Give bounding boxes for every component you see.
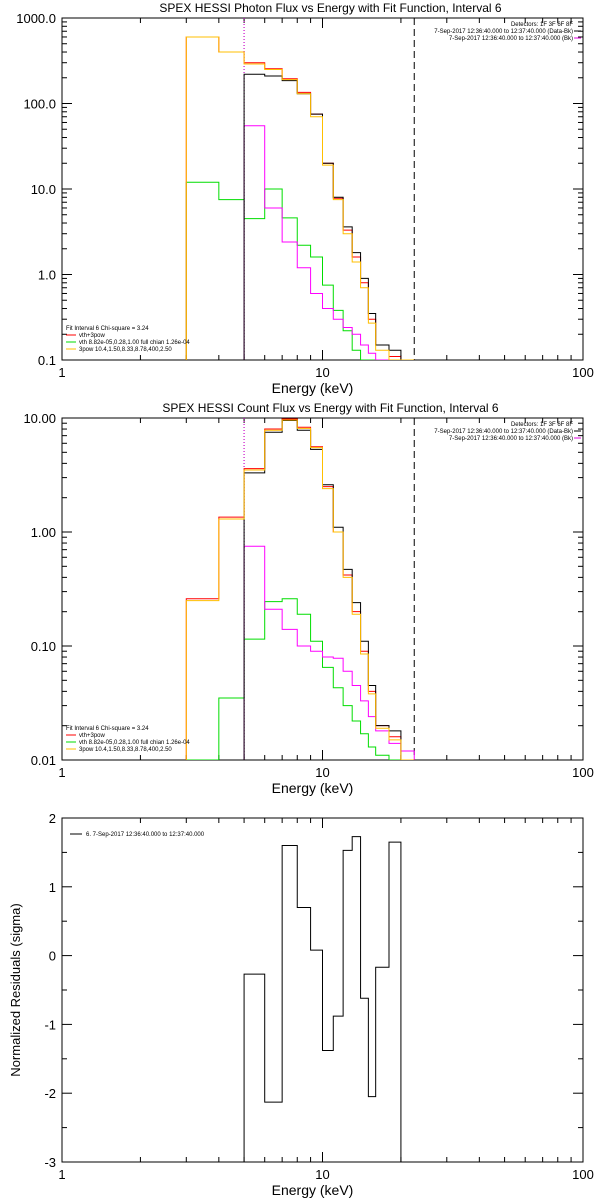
legend-entry: vth 8.82e-05,0.28,1.00 full chian 1.26e-… — [79, 340, 190, 346]
x-tick-label: 1 — [58, 365, 65, 380]
x-tick-label: 100 — [572, 365, 594, 380]
x-tick-label: 100 — [572, 1167, 594, 1182]
y-tick-label: -1 — [44, 1017, 56, 1032]
legend-entry: 3pow 10.4,1.50,8.33,8.78,400,2.50 — [79, 747, 172, 753]
legend-entry: Fit Interval 6 Chi-square = 3.24 — [66, 726, 149, 732]
plot-residuals: 1 10 100 Energy (keV) -3 -2 -1 0 1 2 Normalized Re… — [8, 811, 594, 1198]
series-data — [243, 836, 402, 1162]
y-tick-label: 1.0 — [38, 268, 56, 283]
x-tick-label: 1 — [58, 1167, 65, 1182]
series-group — [243, 836, 402, 1162]
y-axis-label: Normalized Residuals (sigma) — [8, 903, 23, 1076]
y-tick-label: 10.00 — [23, 411, 56, 426]
y-tick-label: 10.0 — [31, 182, 56, 197]
chart-title: SPEX HESSI Count Flux vs Energy with Fit… — [162, 401, 498, 415]
legend-entry: 3pow 10.4,1.50,8.33,8.78,400,2.50 — [79, 347, 172, 353]
header-line: Detectors: 1F 3F 6F 8F — [511, 22, 573, 28]
legend-entry: vth 8.82e-05,0.28,1.00 full chian 1.26e-… — [79, 740, 190, 746]
y-axis: 0.01 0.10 1.00 10.00 — [23, 411, 583, 768]
x-axis: 1 10 100 Energy (keV) — [58, 18, 594, 396]
y-tick-label: -3 — [44, 1155, 56, 1170]
x-tick-label: 10 — [315, 765, 329, 780]
legend: Fit Interval 6 Chi-square = 3.24vth+3pow… — [66, 326, 190, 353]
y-tick-label: 1 — [49, 880, 56, 895]
x-tick-label: 10 — [315, 1167, 329, 1182]
header-line: 7-Sep-2017 12:36:40.000 to 12:37:40.000 … — [434, 29, 573, 35]
series-group — [185, 418, 415, 760]
header-line: 7-Sep-2017 12:36:40.000 to 12:37:40.000 … — [449, 36, 573, 42]
y-tick-label: 100.0 — [23, 97, 56, 112]
x-tick-label: 1 — [58, 765, 65, 780]
y-tick-label: 2 — [49, 811, 56, 826]
y-tick-label: 0.10 — [31, 639, 56, 654]
header-line: 7-Sep-2017 12:36:40.000 to 12:37:40.000 … — [434, 429, 573, 435]
y-axis: 0.1 1.0 10.0 100.0 1000.0 — [16, 11, 583, 368]
header-block: Detectors: 1F 3F 6F 8F7-Sep-2017 12:36:4… — [434, 422, 581, 442]
y-tick-label: 0.01 — [31, 753, 56, 768]
y-tick-label: 1000.0 — [16, 11, 56, 26]
y-tick-label: 0 — [49, 949, 56, 964]
series-total — [185, 418, 415, 760]
legend-entry: 6. 7-Sep-2017 12:36:40.000 to 12:37:40.0… — [86, 832, 205, 838]
plot-photon: SPEX HESSI Photon Flux vs Energy with Fi… — [16, 1, 594, 396]
y-tick-label: 1.00 — [31, 525, 56, 540]
chart-title: SPEX HESSI Photon Flux vs Energy with Fi… — [159, 1, 501, 15]
series-model_sum — [185, 36, 415, 360]
header-line: Detectors: 1F 3F 6F 8F — [511, 422, 573, 428]
x-axis-label: Energy (keV) — [272, 780, 354, 796]
series-model_sum — [185, 419, 415, 760]
series-thermal — [185, 181, 415, 360]
plot-count: SPEX HESSI Count Flux vs Energy with Fit… — [23, 401, 593, 796]
series-thermal — [186, 598, 415, 760]
header-line: 7-Sep-2017 12:36:40.000 to 12:37:40.000 … — [449, 436, 573, 442]
x-axis: 1 10 100 Energy (keV) — [58, 818, 594, 1198]
y-axis: -3 -2 -1 0 1 2 Normalized Residuals (sigma) — [8, 811, 583, 1170]
x-tick-label: 10 — [315, 365, 329, 380]
legend: Fit Interval 6 Chi-square = 3.24vth+3pow… — [66, 726, 190, 753]
legend-entry: Fit Interval 6 Chi-square = 3.24 — [66, 326, 149, 332]
legend: 6. 7-Sep-2017 12:36:40.000 to 12:37:40.0… — [70, 832, 205, 838]
header-block: Detectors: 1F 3F 6F 8F7-Sep-2017 12:36:4… — [434, 22, 581, 42]
series-total — [185, 36, 415, 360]
legend-entry: vth+3pow — [79, 733, 106, 739]
x-tick-label: 100 — [572, 765, 594, 780]
x-axis-label: Energy (keV) — [272, 380, 354, 396]
y-tick-label: -2 — [44, 1086, 56, 1101]
legend-entry: vth+3pow — [79, 333, 106, 339]
x-axis-label: Energy (keV) — [272, 1182, 354, 1198]
series-nonthermal — [243, 125, 415, 360]
series-group — [185, 36, 415, 360]
y-tick-label: 0.1 — [38, 353, 56, 368]
